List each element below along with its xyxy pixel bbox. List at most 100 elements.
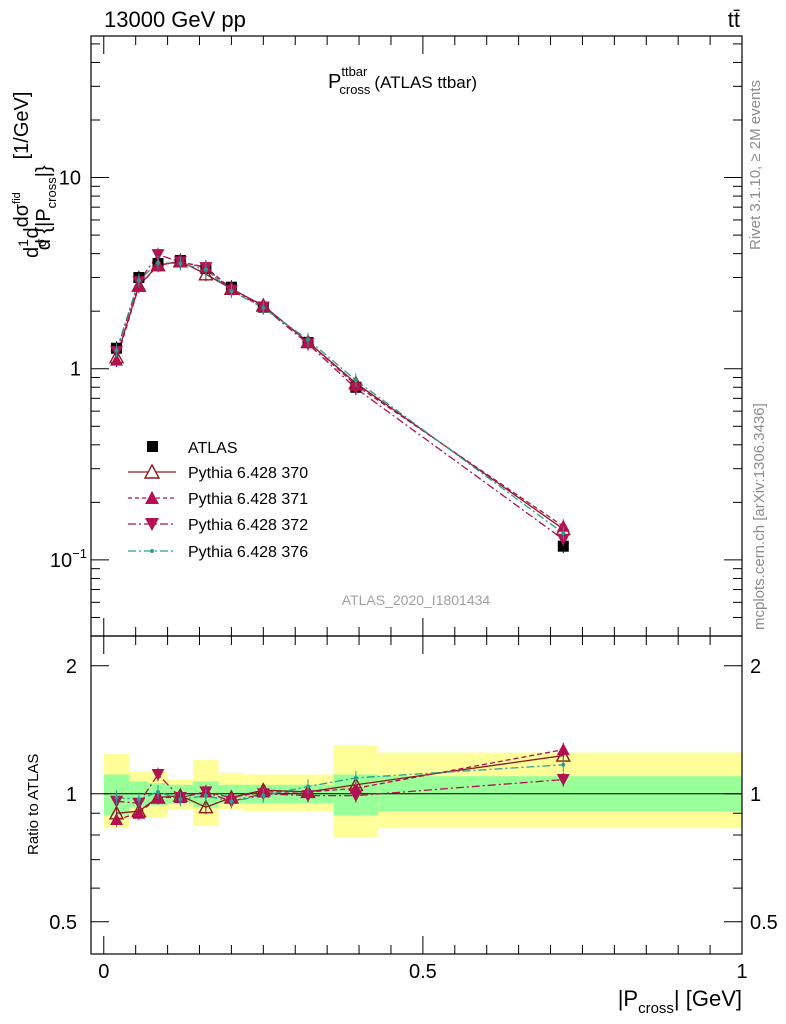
legend-atlas-marker — [147, 441, 158, 452]
main-ytick-sup-2: −1 — [72, 546, 87, 561]
xlabel-post: | [GeV] — [674, 986, 742, 1011]
ylabel-cross: cross — [44, 177, 59, 209]
ratio-line-0 — [116, 754, 564, 814]
ratio-point-1-1 — [132, 806, 146, 819]
legend-372-marker — [145, 518, 159, 531]
ratio-ytick-label-right-0: 0.5 — [750, 912, 778, 934]
main-point-2-9 — [556, 519, 570, 532]
ratio-point-3-6 — [261, 793, 266, 798]
legend-entry-372: Pythia 6.428 372 — [128, 517, 308, 534]
xlabel-pre: |P — [618, 986, 638, 1011]
analysis-id: ATLAS_2020_I1801434 — [342, 592, 491, 608]
legend-371-label: Pythia 6.428 371 — [188, 491, 308, 508]
ylabel-d2: d — [21, 227, 43, 238]
ylabel-d3: d {|P — [33, 208, 55, 250]
ratio-xtick-label-0: 0 — [98, 961, 109, 983]
ratio-frame — [90, 635, 743, 955]
header-left: 13000 GeV pp — [104, 7, 246, 32]
ratio-ytick-label-left-0: 0.5 — [49, 912, 77, 934]
ratio-point-3-1 — [136, 797, 141, 802]
ratio-point-3-3 — [178, 797, 183, 802]
main-point-4-7 — [306, 337, 310, 342]
legend: ATLAS Pythia 6.428 370 Pythia 6.428 371 … — [128, 440, 308, 561]
main-ytick-label-2: 10−1 — [50, 546, 87, 572]
main-point-4-6 — [261, 305, 266, 310]
main-line-3 — [115, 253, 564, 540]
ratio-ytick-label-left-1: 1 — [66, 784, 77, 806]
ratio-point-3-9 — [561, 762, 566, 767]
ratio-ylabel: Ratio to ATLAS — [25, 754, 42, 855]
ratio-point-1-0 — [110, 813, 124, 826]
ratio-point-3-0 — [114, 795, 119, 800]
legend-376-label: Pythia 6.428 376 — [188, 544, 308, 561]
legend-371-marker — [145, 491, 159, 504]
ratio-point-3-2 — [156, 789, 161, 794]
ratio-point-3-8 — [353, 775, 358, 780]
legend-entry-atlas: ATLAS — [147, 440, 238, 457]
ratio-ytick-label-right-1: 1 — [750, 784, 761, 806]
main-series-markers — [108, 247, 571, 554]
legend-entry-370: Pythia 6.428 370 — [128, 463, 308, 482]
ratio-point-3-4 — [203, 793, 208, 798]
ratio-point-0-4 — [198, 799, 214, 814]
legend-372-label: Pythia 6.428 372 — [188, 517, 308, 534]
legend-370-marker — [143, 463, 161, 479]
ratio-line-2 — [116, 773, 564, 804]
ratio-xtick-label-2: 1 — [736, 961, 747, 983]
main-line-2 — [115, 261, 564, 527]
ylabel-frac-den: σ — [33, 238, 49, 247]
ratio-uncertainty-bands — [103, 745, 742, 838]
main-ytick-base-2: 10 — [50, 550, 72, 572]
ratio-ytick-label-right-2: 2 — [750, 656, 761, 678]
main-point-4-0 — [114, 348, 119, 353]
ratio-point-2-7 — [301, 790, 315, 803]
main-line-1 — [115, 260, 564, 530]
ylabel-fid: fid — [11, 192, 23, 204]
main-point-4-8 — [353, 378, 358, 383]
ylabel-close: |} — [33, 165, 55, 177]
ratio-series-markers — [108, 742, 571, 827]
plot-title-suffix: (ATLAS ttbar) — [374, 73, 477, 92]
plot-title-sup: ttbar — [341, 64, 368, 79]
legend-370-label: Pythia 6.428 370 — [188, 465, 308, 482]
ylabel-frac-num: 1 — [15, 239, 31, 247]
main-point-2-0 — [110, 353, 124, 366]
main-ytick-label-1: 1 — [70, 359, 81, 381]
main-point-1-4 — [198, 266, 214, 281]
ratio-point-3-5 — [229, 799, 234, 804]
ratio-panel: 0.5 0.5 1 1 2 2 0 0.5 1 Ratio to ATLAS |Pcross| … — [25, 635, 778, 1017]
main-point-3-2 — [151, 249, 165, 262]
ratio-line-1 — [116, 749, 564, 821]
ratio-point-2-2 — [151, 768, 165, 782]
legend-entry-371: Pythia 6.428 371 — [128, 491, 308, 508]
side-source-label: mcplots.cern.ch [arXiv:1306.3436] — [751, 403, 768, 630]
ratio-point-2-8 — [349, 790, 363, 803]
main-point-3-8 — [349, 382, 363, 395]
ylabel-unit: [1/GeV] — [11, 92, 33, 160]
main-ytick-label-0: 10 — [59, 168, 81, 190]
legend-entry-376: Pythia 6.428 376 — [128, 544, 308, 561]
plot-title-sub: cross — [339, 82, 371, 97]
plot-title-main: P — [328, 71, 341, 93]
main-line-4 — [115, 262, 564, 534]
ratio-line-3 — [116, 764, 564, 802]
plot-title: Pttbar cross (ATLAS ttbar) — [328, 64, 477, 97]
ylabel-dsigma: dσ — [11, 203, 33, 227]
side-version-label: Rivet 3.1.10, ≥ 2M events — [747, 80, 764, 250]
main-point-4-1 — [136, 278, 141, 283]
ratio-series-lines — [116, 749, 564, 821]
main-point-4-3 — [178, 261, 183, 266]
main-series-lines — [115, 253, 564, 540]
x-axis-label: |Pcross| [GeV] — [618, 986, 742, 1017]
ratio-point-2-9 — [556, 774, 570, 787]
ratio-point-1-9 — [556, 743, 570, 756]
legend-atlas-label: ATLAS — [188, 440, 238, 457]
legend-376-marker — [150, 549, 154, 553]
ratio-point-3-7 — [306, 784, 310, 789]
main-point-4-5 — [229, 289, 234, 294]
main-point-4-2 — [156, 260, 161, 265]
header-right: tt̄ — [728, 7, 740, 32]
